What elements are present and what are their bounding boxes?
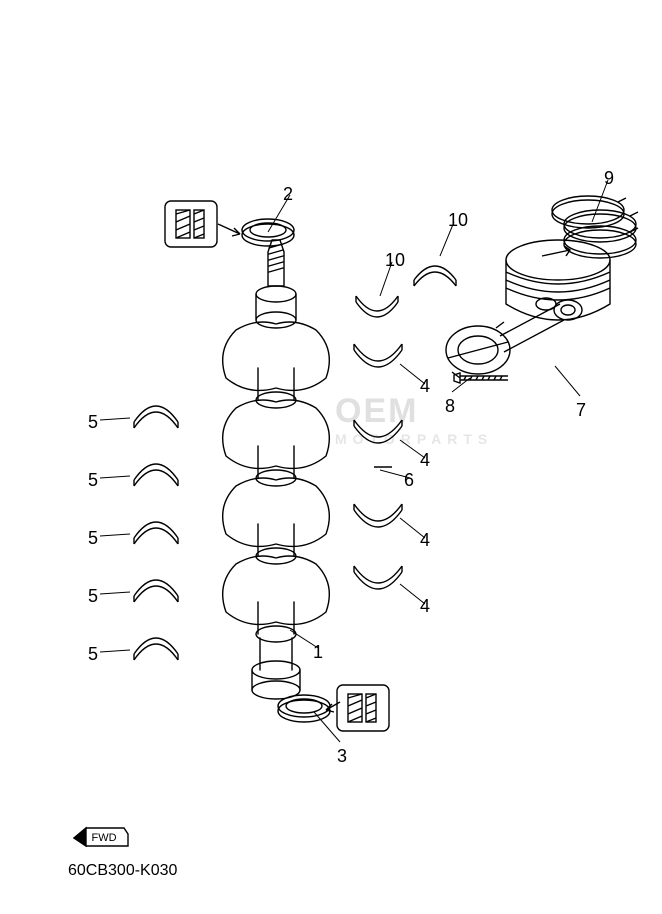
callout-c4d: 4 <box>420 596 430 617</box>
leaders <box>0 0 662 914</box>
callout-c10a: 10 <box>448 210 468 231</box>
fwd-label: FWD <box>91 832 116 844</box>
callout-c10b: 10 <box>385 250 405 271</box>
callout-c5b: 5 <box>88 470 98 491</box>
callout-c2: 2 <box>283 184 293 205</box>
callout-c7: 7 <box>576 400 586 421</box>
diagram-canvas: OEM MOTORPARTS <box>0 0 662 914</box>
callout-c6: 6 <box>404 470 414 491</box>
callout-c5d: 5 <box>88 586 98 607</box>
callout-c4a: 4 <box>420 376 430 397</box>
callout-c4b: 4 <box>420 450 430 471</box>
callout-c5e: 5 <box>88 644 98 665</box>
callout-c9: 9 <box>604 168 614 189</box>
callout-c8: 8 <box>445 396 455 417</box>
callout-c1: 1 <box>313 642 323 663</box>
callout-c5c: 5 <box>88 528 98 549</box>
callout-c5a: 5 <box>88 412 98 433</box>
callout-c4c: 4 <box>420 530 430 551</box>
part-code: 60CB300-K030 <box>68 862 177 880</box>
fwd-badge: FWD <box>72 820 130 850</box>
callout-c3: 3 <box>337 746 347 767</box>
